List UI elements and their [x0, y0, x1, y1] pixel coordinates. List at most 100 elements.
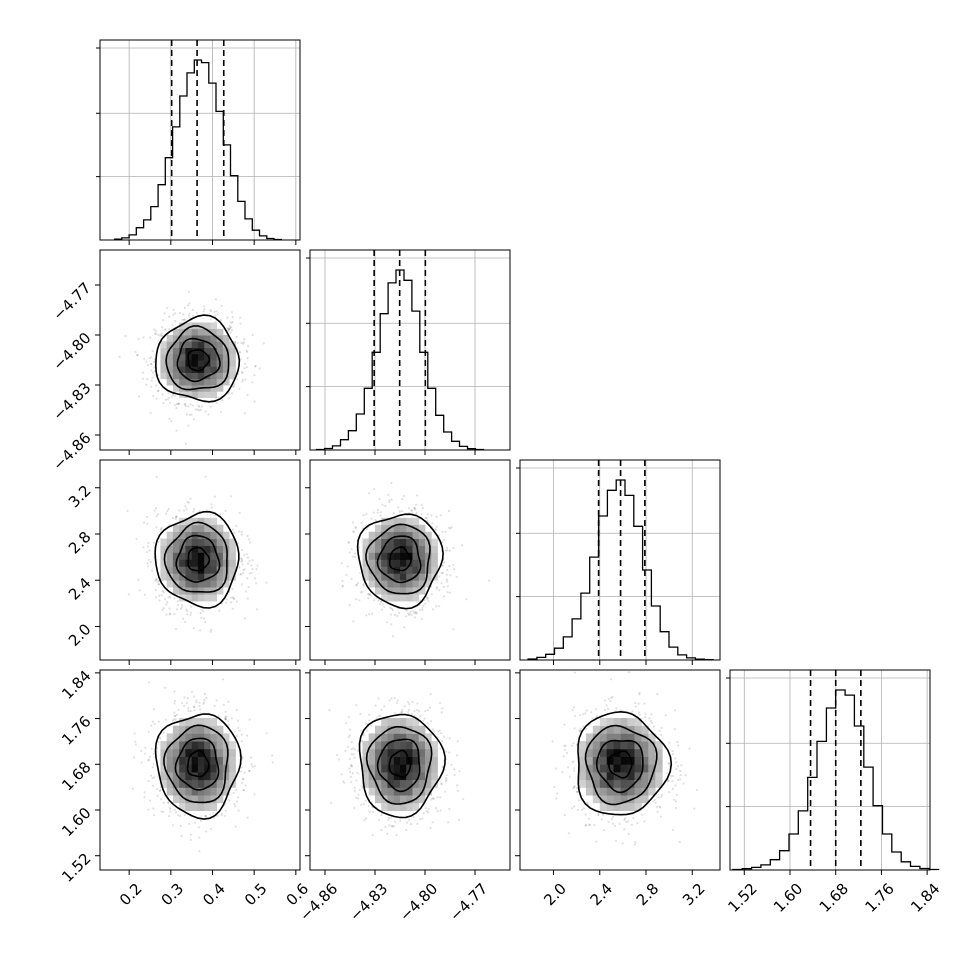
sample-point	[228, 327, 231, 330]
sample-point	[193, 508, 196, 511]
sample-point	[170, 395, 173, 398]
sample-point	[241, 559, 244, 563]
sample-point	[250, 571, 253, 575]
sample-point	[200, 616, 203, 620]
sample-point	[166, 510, 169, 513]
sample-point	[253, 374, 256, 377]
sample-point	[138, 589, 141, 592]
sample-point	[157, 583, 160, 586]
sample-point	[377, 599, 380, 602]
histogram-panel-4	[726, 669, 940, 875]
sample-point	[248, 560, 251, 563]
sample-point	[200, 405, 204, 408]
sample-point	[221, 398, 224, 402]
sample-point	[210, 628, 213, 631]
density-cell	[431, 552, 438, 560]
sample-point	[147, 808, 150, 811]
density-cell	[229, 552, 236, 560]
density-cell	[185, 366, 193, 373]
sample-point	[388, 501, 391, 504]
density-cell	[191, 524, 199, 532]
sample-point	[153, 328, 156, 331]
sample-point	[431, 522, 434, 525]
panel-frame	[99, 39, 301, 241]
sample-point	[354, 526, 357, 529]
sample-point	[174, 517, 177, 520]
density-cell	[172, 347, 180, 355]
sample-point	[247, 345, 250, 348]
sample-point	[153, 722, 156, 726]
sample-point	[251, 567, 254, 571]
sample-point	[438, 605, 441, 608]
sample-point	[228, 329, 231, 332]
sample-point	[207, 413, 210, 416]
density-cell	[418, 573, 426, 581]
density-cell	[229, 360, 236, 367]
sample-point	[168, 607, 171, 610]
sample-point	[174, 320, 177, 323]
sample-point	[148, 549, 151, 552]
sample-point	[253, 400, 256, 403]
sample-point	[255, 568, 258, 571]
sample-point	[236, 341, 239, 344]
sample-point	[150, 369, 153, 372]
density-cell	[229, 347, 236, 355]
sample-point	[161, 393, 164, 396]
sample-point	[440, 582, 443, 585]
histogram-panel-2	[306, 249, 511, 455]
sample-point	[142, 546, 145, 549]
density-cell	[197, 524, 205, 532]
sample-point	[455, 575, 458, 578]
sample-point	[187, 314, 190, 317]
density-panel-3-2	[305, 459, 511, 665]
density-cell	[387, 580, 395, 588]
sample-point	[162, 318, 165, 322]
density-cell	[197, 391, 205, 398]
density-cell	[418, 545, 426, 553]
sample-point	[426, 598, 429, 601]
sample-point	[465, 598, 468, 601]
sample-point	[248, 541, 252, 544]
density-cell	[412, 580, 420, 588]
sample-point	[170, 420, 173, 423]
sample-point	[192, 315, 195, 318]
sample-point	[209, 318, 212, 321]
sample-point	[152, 394, 155, 398]
sample-point	[220, 319, 223, 322]
sample-point	[192, 627, 195, 630]
sample-point	[415, 503, 418, 506]
density-cell	[362, 566, 370, 574]
sample-point	[216, 313, 219, 316]
density-cell	[160, 372, 168, 380]
sample-point	[355, 584, 358, 587]
sample-point	[358, 599, 361, 602]
sample-point	[190, 413, 193, 416]
sample-point	[231, 587, 234, 591]
density-cell	[166, 559, 174, 567]
sample-point	[229, 326, 232, 329]
sample-point	[410, 509, 413, 512]
histogram-steps	[113, 59, 282, 241]
sample-point	[241, 370, 244, 373]
sample-point	[173, 404, 176, 407]
sample-point	[420, 618, 423, 621]
sample-point	[435, 605, 438, 608]
density-cell	[412, 531, 420, 539]
sample-point	[244, 378, 247, 381]
density-cell	[400, 524, 407, 532]
sample-point	[441, 530, 444, 533]
density-cell	[191, 372, 199, 380]
density-cell	[191, 353, 199, 361]
density-cell	[191, 573, 199, 581]
sample-point	[346, 565, 349, 568]
sample-point	[177, 603, 180, 607]
density-cell	[216, 524, 224, 532]
sample-point	[446, 568, 449, 572]
sample-point	[435, 515, 438, 518]
sample-point	[188, 302, 191, 305]
density-cell	[400, 573, 407, 581]
sample-point	[241, 380, 244, 383]
sample-point	[449, 574, 452, 577]
sample-point	[176, 600, 179, 603]
sample-point	[215, 402, 218, 405]
